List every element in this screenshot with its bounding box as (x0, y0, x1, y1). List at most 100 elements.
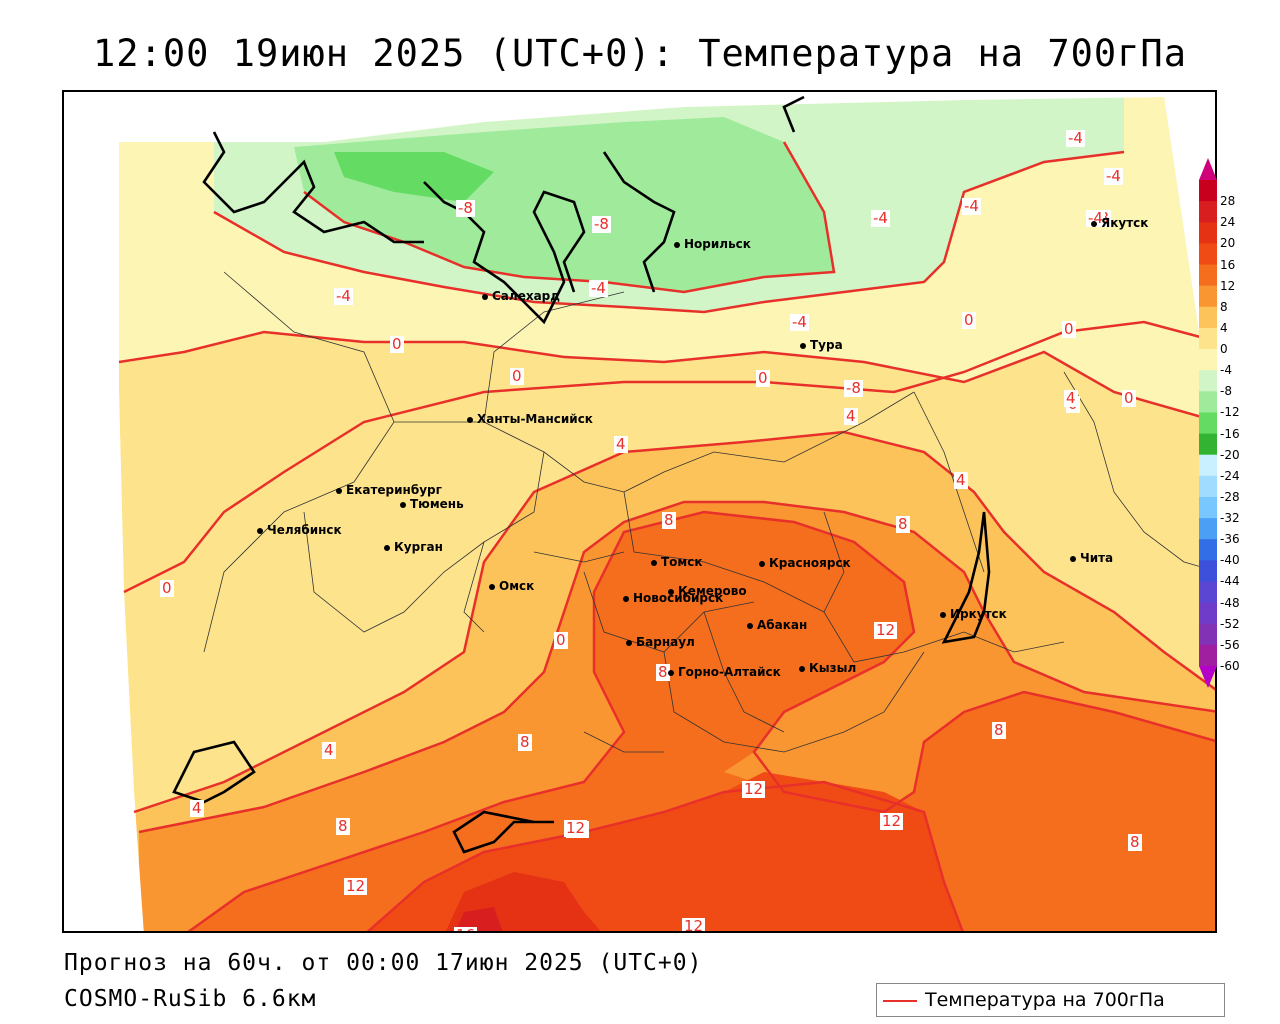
colorbar-swatch (1199, 264, 1217, 287)
colorbar-tick-label: -36 (1220, 532, 1240, 547)
contour-label: 4 (190, 799, 204, 817)
contour-label: 8 (662, 511, 676, 529)
colorbar-tick-label: -32 (1220, 511, 1240, 526)
contour-label: 8 (1128, 833, 1142, 851)
city-dot (1091, 220, 1097, 227)
legend: Температура на 700гПа (876, 983, 1225, 1017)
colorbar-swatch (1199, 201, 1217, 223)
city-dot (651, 559, 657, 566)
chart-title: 12:00 19июн 2025 (UTC+0): Температура на… (93, 32, 1187, 75)
contour-label: -4 (334, 287, 353, 305)
colorbar-swatch (1199, 180, 1217, 202)
city-marker: Иркутск (940, 607, 1007, 621)
city-name: Абакан (757, 618, 808, 632)
contour-label: 8 (518, 733, 532, 751)
forecast-info: Прогноз на 60ч. от 00:00 17июн 2025 (UTC… (64, 950, 703, 976)
colorbar-tick-label: 4 (1220, 320, 1228, 335)
city-marker: Омск (489, 579, 534, 593)
colorbar-swatch (1199, 306, 1217, 329)
colorbar-tick-label: -12 (1220, 405, 1240, 420)
city-dot (257, 527, 263, 534)
contour-label: -8 (844, 379, 863, 397)
colorbar-tick-label: 0 (1220, 342, 1228, 357)
colorbar-swatch (1199, 327, 1217, 350)
city-name: Горно-Алтайск (678, 665, 781, 679)
model-name: COSMO-RuSib 6.6км (64, 986, 317, 1012)
city-dot (940, 611, 946, 618)
legend-label: Температура на 700гПа (925, 989, 1165, 1011)
colorbar-swatch (1199, 454, 1217, 477)
contour-label: 8 (992, 721, 1006, 739)
city-name: Тура (810, 338, 843, 352)
city-dot (668, 669, 674, 676)
city-name: Кызыл (809, 661, 857, 675)
city-name: Салехард (492, 289, 560, 303)
colorbar-tick-label: -56 (1220, 637, 1240, 652)
contour-label: 0 (390, 335, 404, 353)
contour-label: 12 (742, 780, 766, 798)
colorbar-tick-label: -8 (1220, 384, 1232, 399)
city-dot (747, 622, 753, 629)
colorbar-tick-label: 24 (1220, 215, 1236, 230)
contour-label: 12 (564, 819, 588, 837)
city-dot (800, 342, 806, 349)
colorbar-swatch (1199, 285, 1217, 308)
colorbar-swatch (1199, 560, 1217, 582)
city-marker: Томск (651, 555, 703, 569)
city-marker: Горно-Алтайск (668, 665, 781, 679)
city-marker: Тура (800, 338, 843, 352)
colorbar-swatch (1199, 623, 1217, 646)
city-dot (799, 665, 805, 672)
city-marker: Тюмень (400, 497, 464, 511)
city-dot (336, 487, 342, 494)
colorbar-tick-label: 8 (1220, 299, 1228, 314)
contour-label: -8 (456, 199, 475, 217)
contour-label: 8 (656, 663, 670, 681)
city-name: Курган (394, 540, 443, 554)
colorbar-tick-label: -16 (1220, 426, 1240, 441)
legend-line-swatch (883, 1000, 917, 1002)
contour-label: -4 (871, 209, 890, 227)
colorbar-swatch (1199, 496, 1217, 519)
contour-label: 4 (614, 435, 628, 453)
colorbar-top-arrow (1199, 158, 1217, 180)
colorbar-tick-label: -20 (1220, 447, 1240, 462)
colorbar-swatch (1199, 349, 1217, 371)
colorbar-swatch (1199, 391, 1217, 413)
colorbar-swatch (1199, 475, 1217, 498)
contour-label: 12 (344, 877, 368, 895)
contour-label: 0 (756, 369, 770, 387)
city-dot (1070, 555, 1076, 562)
contour-label: 4 (322, 741, 336, 759)
contour-label: -4 (962, 197, 981, 215)
colorbar-tick-label: 28 (1220, 194, 1236, 209)
city-marker: Салехард (482, 289, 560, 303)
contour-label: -4 (1104, 167, 1123, 185)
colorbar-tick-label: -4 (1220, 363, 1232, 378)
city-marker: Кызыл (799, 661, 856, 675)
city-dot (482, 293, 488, 300)
colorbar-swatch (1199, 433, 1217, 456)
contour-label: -4 (589, 279, 608, 297)
city-name: Екатеринбург (346, 483, 442, 497)
city-name: Норильск (684, 237, 751, 251)
city-name: Омск (499, 579, 535, 593)
city-marker: Чита (1070, 551, 1113, 565)
city-name: Новосибирск (633, 591, 724, 605)
city-marker: Курган (384, 540, 443, 554)
city-name: Тюмень (410, 497, 464, 511)
city-dot (674, 241, 680, 248)
colorbar-swatch (1199, 222, 1217, 244)
city-name: Якутск (1101, 216, 1149, 230)
contour-label: -4 (1066, 129, 1085, 147)
temperature-field (64, 92, 1215, 931)
city-name: Иркутск (950, 607, 1007, 621)
city-dot (467, 416, 473, 423)
colorbar-swatch (1199, 412, 1217, 435)
colorbar-swatch (1199, 602, 1217, 625)
contour-label: 0 (1122, 389, 1136, 407)
colorbar-bottom-arrow (1199, 666, 1217, 688)
contour-label: 0 (1062, 320, 1076, 338)
colorbar-tick-label: 12 (1220, 278, 1236, 293)
city-dot (626, 639, 632, 646)
